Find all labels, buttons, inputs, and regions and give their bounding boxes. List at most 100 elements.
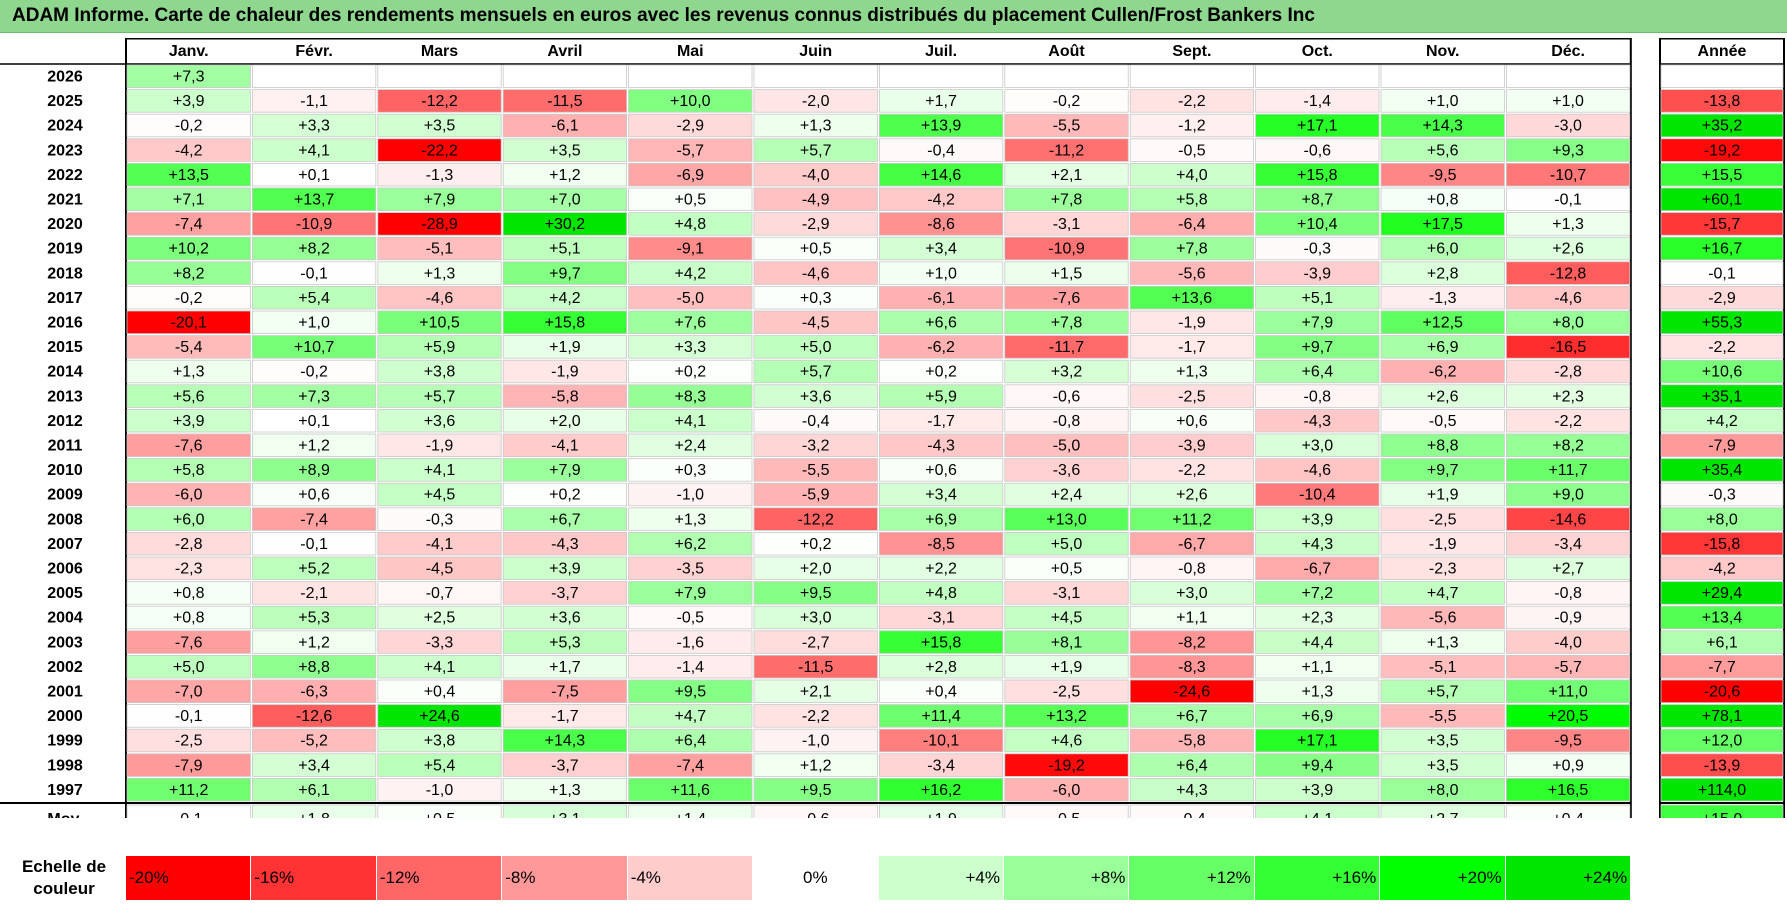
heat-cell: [126, 630, 251, 654]
heat-cell-value: +9,7: [1427, 462, 1459, 479]
annual-cell-value: -13,9: [1704, 757, 1741, 774]
heat-cell: [502, 507, 628, 531]
heat-cell-value: +8,8: [1427, 438, 1459, 455]
heat-cell: [502, 679, 628, 704]
heat-cell: [1380, 581, 1505, 605]
heat-cell: [502, 581, 628, 605]
heat-cell: [126, 778, 251, 802]
heat-cell: [1255, 163, 1380, 187]
heat-cell: [628, 655, 753, 679]
heat-cell-value: +5,8: [1176, 192, 1208, 209]
annual-cell-value: +12,0: [1702, 733, 1743, 750]
heat-cell: [628, 482, 753, 507]
heat-cell: [126, 531, 251, 556]
heat-cell: [1380, 458, 1505, 482]
heat-cell: [628, 89, 753, 113]
heat-cell: [879, 778, 1004, 802]
row-year-label: 2015: [47, 339, 83, 356]
heat-cell: [377, 531, 502, 556]
heat-cell-value: +3,6: [800, 388, 832, 405]
heat-cell: [1506, 212, 1631, 236]
heat-cell-value: -1,4: [677, 659, 705, 676]
heat-cell: [502, 310, 628, 335]
heat-cell-value: +3,0: [800, 610, 832, 627]
heat-cell: [1380, 261, 1505, 285]
heat-cell-value: +13,7: [294, 192, 335, 209]
column-header-2: Mars: [421, 43, 458, 60]
heat-cell: [1255, 359, 1380, 384]
heat-cell-value: -6,3: [300, 684, 328, 701]
annual-cell: [1660, 531, 1784, 556]
heat-cell: [1129, 335, 1254, 359]
heat-cell: [879, 556, 1004, 581]
row-year-label: 2000: [47, 708, 83, 725]
heat-cell-value: +9,5: [675, 684, 707, 701]
heat-cell: [1255, 285, 1380, 310]
heat-cell-value: +1,0: [1427, 93, 1459, 110]
heat-cell: [1004, 605, 1129, 630]
color-scale-stop: -16%: [251, 856, 377, 900]
heat-cell: [377, 605, 502, 630]
heat-cell: [251, 507, 377, 531]
heat-cell-value: -2,5: [175, 733, 203, 750]
heat-cell: [1129, 261, 1254, 285]
heat-cell: [126, 261, 251, 285]
heat-cell: [1004, 113, 1129, 138]
heat-cell-value: -4,2: [927, 192, 955, 209]
heat-cell: [1380, 433, 1505, 458]
heat-cell-value: -4,1: [551, 438, 579, 455]
heat-cell-value: +0,6: [925, 462, 957, 479]
annual-cell-value: +35,4: [1702, 462, 1743, 479]
heat-cell-value: +4,8: [675, 216, 707, 233]
heat-cell-value: -4,6: [1554, 290, 1582, 307]
heat-cell: [1255, 630, 1380, 654]
heat-cell: [1129, 753, 1254, 777]
heat-cell-value: +7,6: [675, 315, 707, 332]
heat-cell-value: +0,3: [675, 462, 707, 479]
heat-cell-value: -4,6: [802, 265, 830, 282]
heat-cell-value: +8,8: [298, 659, 330, 676]
heat-cell-value: +2,1: [800, 684, 832, 701]
row-year-label: 2024: [47, 118, 83, 135]
heat-cell-value: +1,3: [800, 118, 832, 135]
row-year-label: 2019: [47, 241, 83, 258]
heat-cell-value: -12,8: [1550, 265, 1587, 282]
heat-cell: [1506, 335, 1631, 359]
heat-cell-value: +9,7: [549, 265, 581, 282]
heat-cell: [1004, 261, 1129, 285]
heat-cell-value: +3,5: [549, 142, 581, 159]
heat-cell-value: -7,0: [175, 684, 203, 701]
heat-cell: [251, 384, 377, 408]
row-year-label: 2001: [47, 684, 83, 701]
heat-cell-value: +4,4: [1302, 634, 1334, 651]
annual-column-header: Année: [1698, 43, 1747, 60]
heat-cell-value: -0,3: [426, 511, 454, 528]
heat-cell-value: -10,9: [296, 216, 333, 233]
average-annual-value: +15,0: [1702, 811, 1743, 818]
heat-cell: [1004, 64, 1129, 89]
annual-cell-value: +6,1: [1706, 634, 1738, 651]
heat-cell-value: +8,2: [173, 265, 205, 282]
heat-cell: [1506, 138, 1631, 162]
heat-cell: [1129, 507, 1254, 531]
heat-cell-value: +10,5: [419, 315, 460, 332]
heat-cell-value: +5,1: [1302, 290, 1334, 307]
heat-cell: [1129, 310, 1254, 335]
heat-cell: [1506, 384, 1631, 408]
color-scale-stop: +8%: [1003, 856, 1130, 900]
heat-cell: [1129, 482, 1254, 507]
heat-cell: [753, 408, 878, 433]
heat-cell-value: +1,2: [298, 438, 330, 455]
heat-cell: [126, 556, 251, 581]
heat-cell: [628, 285, 753, 310]
heat-cell: [879, 679, 1004, 704]
heat-cell: [1255, 384, 1380, 408]
color-scale-label-line2: couleur: [33, 879, 95, 898]
annual-cell: [1660, 138, 1784, 162]
heat-cell: [1380, 482, 1505, 507]
heat-cell-value: -2,3: [175, 561, 203, 578]
row-year-label: 1997: [47, 782, 83, 799]
heat-cell: [1255, 458, 1380, 482]
heat-cell-value: +4,7: [675, 708, 707, 725]
annual-cell: [1660, 679, 1784, 704]
